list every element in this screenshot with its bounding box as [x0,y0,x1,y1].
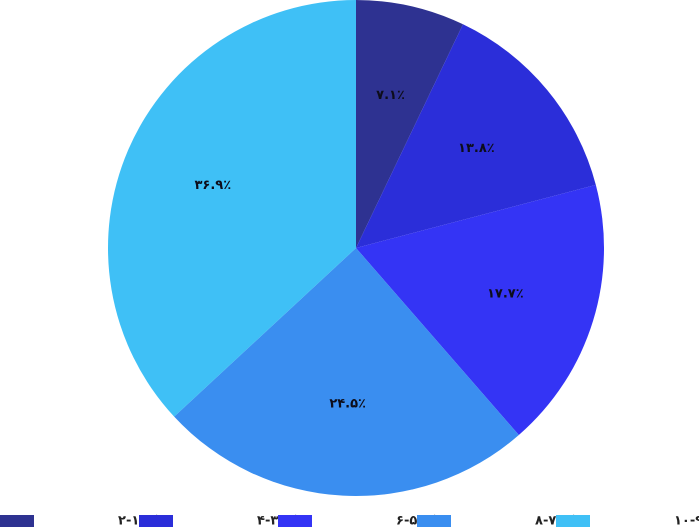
legend-item: دهک ۹-۱۰ [556,514,699,529]
slice-labels: ۷.۱٪ ۱۳.۸٪ ۱۷.۷٪ ۲۴.۵٪ ۳۶.۹٪ [194,88,523,411]
slice-data-label: ۳۶.۹٪ [194,178,231,193]
legend-label: دهک ۹-۱۰ [674,514,699,529]
pie-slice [174,248,519,496]
pie-slices [108,0,604,496]
pie-slice [356,24,596,248]
slice-data-label: ۷.۱٪ [376,88,405,103]
legend-swatch [417,515,451,527]
legend: دهک ۱-۲دهک ۳-۴دهک ۵-۶دهک ۷-۸دهک ۹-۱۰ [0,514,699,529]
legend-swatch [278,515,312,527]
pie-slice [356,0,464,248]
pie-slice [356,184,604,436]
pie-slice [108,0,357,417]
legend-swatch [556,515,590,527]
legend-swatch [139,515,173,527]
slice-data-label: ۱۷.۷٪ [487,286,524,301]
legend-swatch [0,515,34,527]
slice-data-label: ۱۳.۸٪ [458,141,495,156]
slice-data-label: ۲۴.۵٪ [329,397,366,412]
